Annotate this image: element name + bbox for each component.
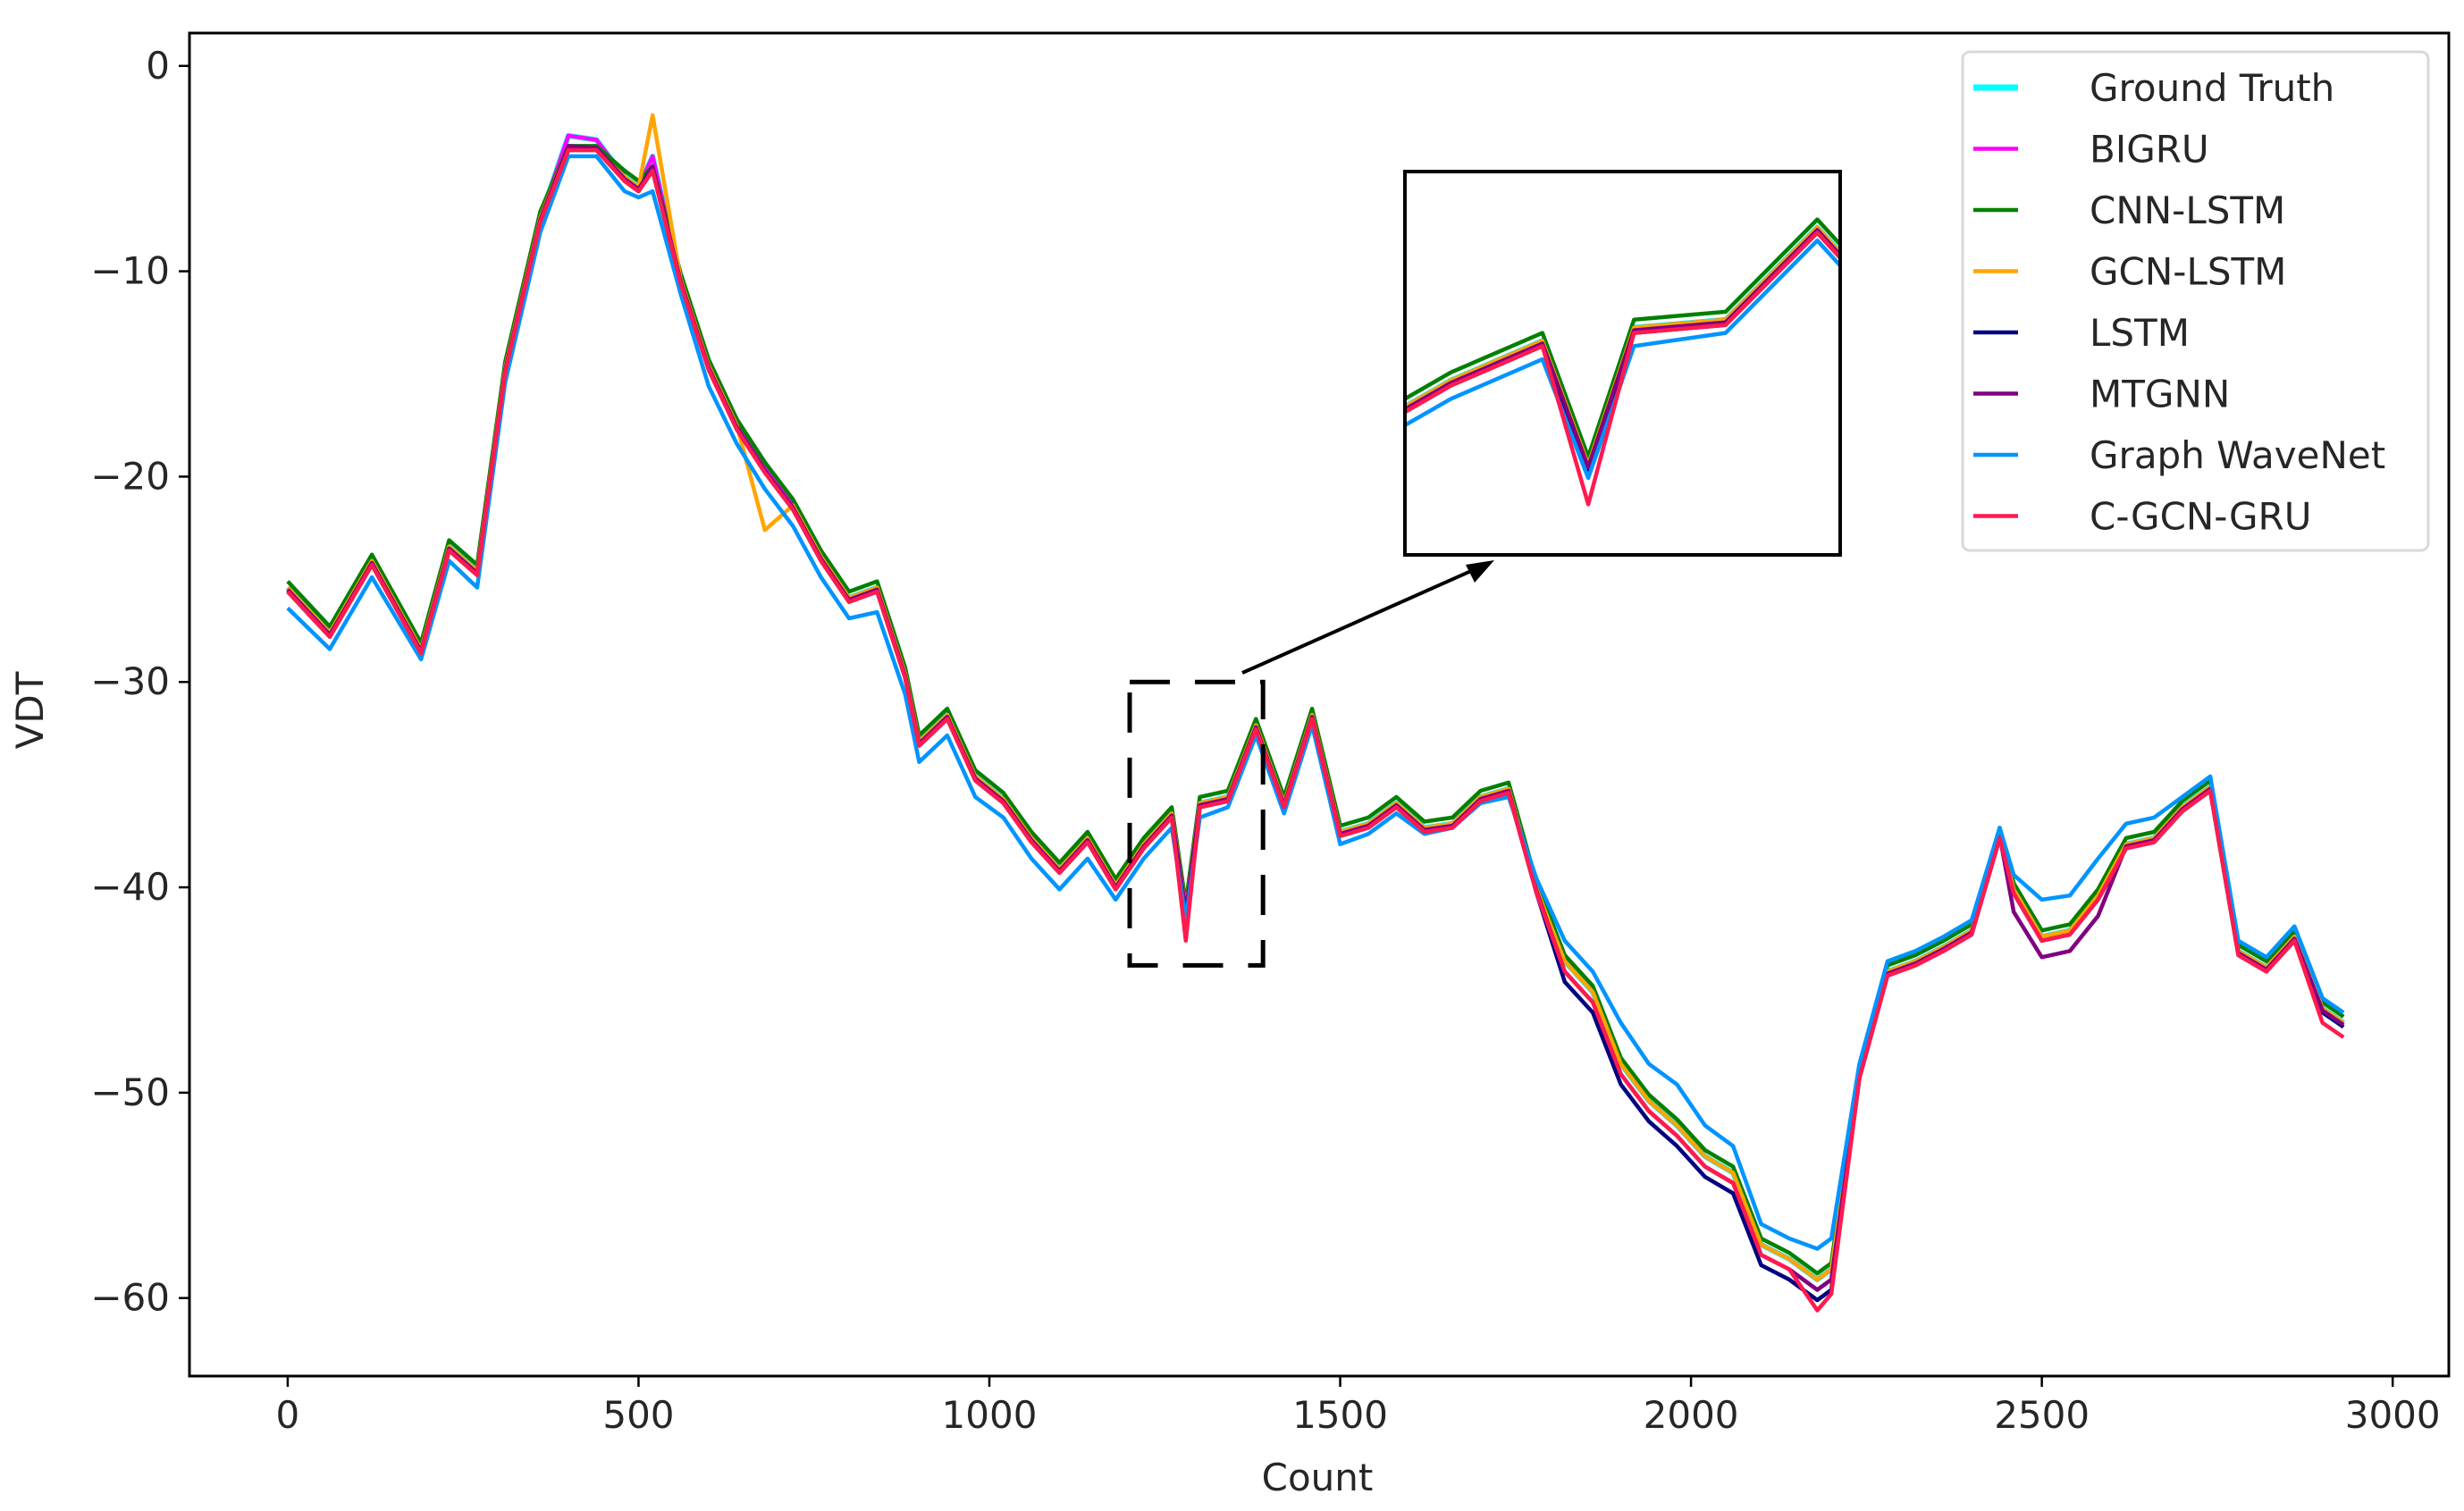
inset-frame [1403,170,1842,557]
x-tick-label: 2000 [1644,1393,1739,1437]
legend-frame [1961,50,2430,552]
y-tick-label: −50 [90,1070,170,1114]
zoom-source-box [1127,679,1266,968]
y-tick-label: −60 [90,1276,170,1320]
y-tick-label: −10 [90,249,170,293]
x-axis: 0 500 1000 1500 2000 2500 3000 [276,1376,2441,1437]
zoom-arrow-head [1466,560,1494,583]
zoom-inset [1403,170,1842,557]
x-axis-label: Count [1262,1456,1374,1499]
plot-frame [188,31,2451,1378]
legend: Ground Truth BIGRU CNN-LSTM GCN-LSTM LSTM MTG… [1961,50,2430,552]
inset-series-group [1405,217,1840,507]
y-tick-label: 0 [146,44,170,88]
y-tick-label: −30 [90,659,170,703]
legend-label-graph-wavenet: Graph WaveNet [2090,433,2385,477]
x-tick-label: 2500 [1994,1393,2090,1437]
x-tick-label: 0 [276,1393,300,1437]
legend-label-c-gcn-gru: C-GCN-GRU [2090,495,2311,539]
x-tick-label: 3000 [2345,1393,2441,1437]
inset-line-cnn-lstm [1405,217,1840,459]
x-tick-label: 1500 [1292,1393,1388,1437]
legend-label-ground-truth: Ground Truth [2090,66,2334,110]
x-tick-label: 500 [602,1393,674,1437]
y-tick-label: −20 [90,454,170,498]
legend-label-lstm: LSTM [2090,311,2190,355]
legend-label-gcn-lstm: GCN-LSTM [2090,250,2286,294]
legend-label-mtgnn: MTGNN [2090,373,2230,416]
x-tick-label: 1000 [942,1393,1038,1437]
inset-line-c-gcn-gru [1405,231,1840,507]
y-axis: 0 −10 −20 −30 −40 −50 −60 [90,44,189,1320]
zoom-arrow [1241,566,1480,675]
zoom-source-rect [1127,679,1266,968]
plot-series-group [285,113,2345,1313]
legend-label-cnn-lstm: CNN-LSTM [2090,189,2285,232]
y-tick-label: −40 [90,865,170,909]
y-axis-label: VDT [8,671,52,749]
legend-label-bigru: BIGRU [2090,128,2209,172]
series-line-c-gcn-gru [286,147,2345,1313]
